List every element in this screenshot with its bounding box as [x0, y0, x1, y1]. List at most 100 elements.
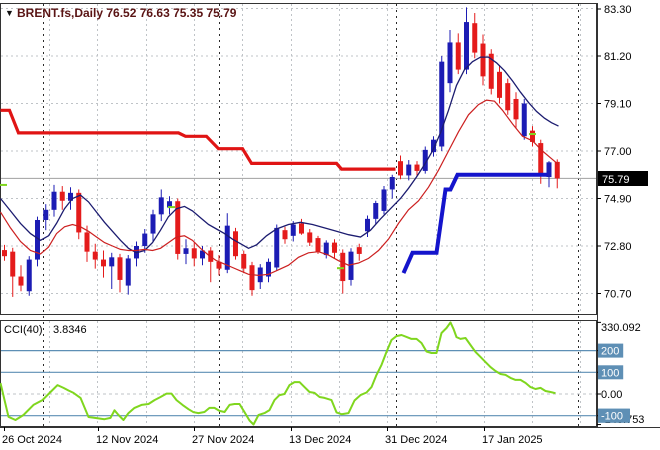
moving-averages-layer	[0, 56, 559, 277]
ma-line-red	[0, 99, 559, 277]
candle-body	[356, 247, 362, 254]
candle-bearish	[398, 155, 403, 180]
date-tick-label: 31 Dec 2024	[385, 434, 447, 446]
candle-body	[307, 232, 313, 243]
price-tick-label: 72.80	[604, 241, 632, 253]
candle-bullish	[381, 186, 387, 215]
candle-bearish	[315, 235, 321, 254]
candle-bullish	[125, 255, 131, 295]
candle-bullish	[389, 174, 395, 199]
date-tick-label: 12 Nov 2024	[96, 434, 158, 446]
candle-bullish	[546, 161, 552, 188]
cci-line	[0, 321, 556, 426]
candle-bearish	[455, 33, 461, 75]
candle-body	[241, 253, 247, 269]
candle-bearish	[307, 229, 313, 247]
price-tick-label: 81.20	[604, 51, 632, 63]
candle-body	[10, 251, 16, 277]
candle-bullish	[406, 160, 412, 181]
main-panel-border	[0, 3, 597, 315]
candle-body	[125, 258, 131, 286]
candle-bearish	[356, 243, 362, 261]
candle-body	[175, 201, 181, 254]
candle-bullish	[158, 189, 164, 222]
candle-body	[497, 71, 502, 98]
candle-body	[315, 238, 321, 252]
resistance-step-line	[0, 108, 396, 171]
candle-body	[299, 223, 304, 234]
candle-bullish	[43, 204, 49, 231]
candle-bullish	[464, 7, 469, 75]
cci-levels-layer	[1, 350, 596, 417]
price-tick-label: 83.30	[604, 4, 632, 16]
symbol-dropdown-icon[interactable]: ▼	[5, 8, 14, 18]
candle-body	[332, 242, 337, 253]
candle-body	[183, 248, 189, 254]
candle-bullish	[68, 187, 73, 210]
candle-bullish	[257, 264, 263, 289]
candle-body	[266, 261, 271, 277]
candle-bearish	[216, 255, 222, 276]
candle-bullish	[200, 246, 205, 266]
candle-bullish	[150, 209, 156, 242]
candle-body	[398, 161, 403, 176]
candle-bullish	[274, 224, 280, 271]
candle-bearish	[84, 225, 90, 262]
cci-level-badge	[598, 365, 624, 380]
candle-bearish	[117, 253, 123, 293]
candle-body	[480, 43, 486, 77]
candle-bearish	[249, 261, 255, 296]
candle-bullish	[439, 55, 445, 151]
candle-body	[2, 250, 7, 257]
candle-body	[224, 225, 230, 270]
candle-body	[142, 233, 148, 247]
candle-bearish	[76, 189, 82, 240]
current-price-badge-text: 75.79	[602, 174, 630, 186]
candle-bearish	[233, 227, 238, 260]
candle-body	[43, 209, 49, 220]
candles-layer	[2, 7, 560, 297]
candle-bearish	[472, 13, 478, 59]
candle-bearish	[488, 49, 494, 95]
candle-body	[233, 231, 238, 257]
candle-bearish	[299, 218, 304, 235]
chart-render-layers: 83.30 81.20 79.10 77.00 74.90 72.80 70.70 330.0…	[0, 3, 660, 446]
candle-bearish	[282, 226, 288, 244]
candle-body	[521, 103, 527, 137]
candle-body	[150, 214, 156, 234]
cci-panel-border	[0, 320, 597, 427]
ma-line-navy	[0, 56, 559, 254]
candle-body	[365, 218, 370, 232]
price-tick-label: 77.00	[604, 146, 632, 158]
candle-body	[200, 250, 205, 259]
candle-body	[84, 232, 90, 252]
candle-body	[538, 143, 544, 176]
cci-line-layer	[0, 321, 556, 426]
cci-level-badge	[598, 343, 624, 358]
candle-body	[109, 257, 115, 267]
candle-bearish	[414, 161, 420, 176]
date-tick-label: 13 Dec 2024	[289, 434, 351, 446]
candle-body	[406, 164, 412, 176]
price-axis-labels: 83.30 81.20 79.10 77.00 74.90 72.80 70.70	[597, 4, 632, 301]
candle-body	[274, 227, 280, 268]
candle-body	[249, 265, 255, 291]
candle-bullish	[35, 216, 40, 267]
candle-body	[554, 161, 560, 179]
date-tick-label: 17 Jan 2025	[482, 434, 543, 446]
candle-body	[348, 251, 354, 280]
candle-body	[167, 201, 172, 208]
candle-body	[530, 130, 535, 142]
candle-body	[191, 248, 197, 259]
candle-bullish	[183, 239, 189, 265]
candle-body	[431, 139, 436, 153]
trend-bands-layer	[0, 108, 548, 274]
candle-body	[373, 203, 379, 219]
candle-bullish	[290, 221, 296, 242]
candle-body	[290, 224, 296, 236]
candle-bullish	[134, 241, 139, 267]
candle-bearish	[530, 126, 535, 147]
